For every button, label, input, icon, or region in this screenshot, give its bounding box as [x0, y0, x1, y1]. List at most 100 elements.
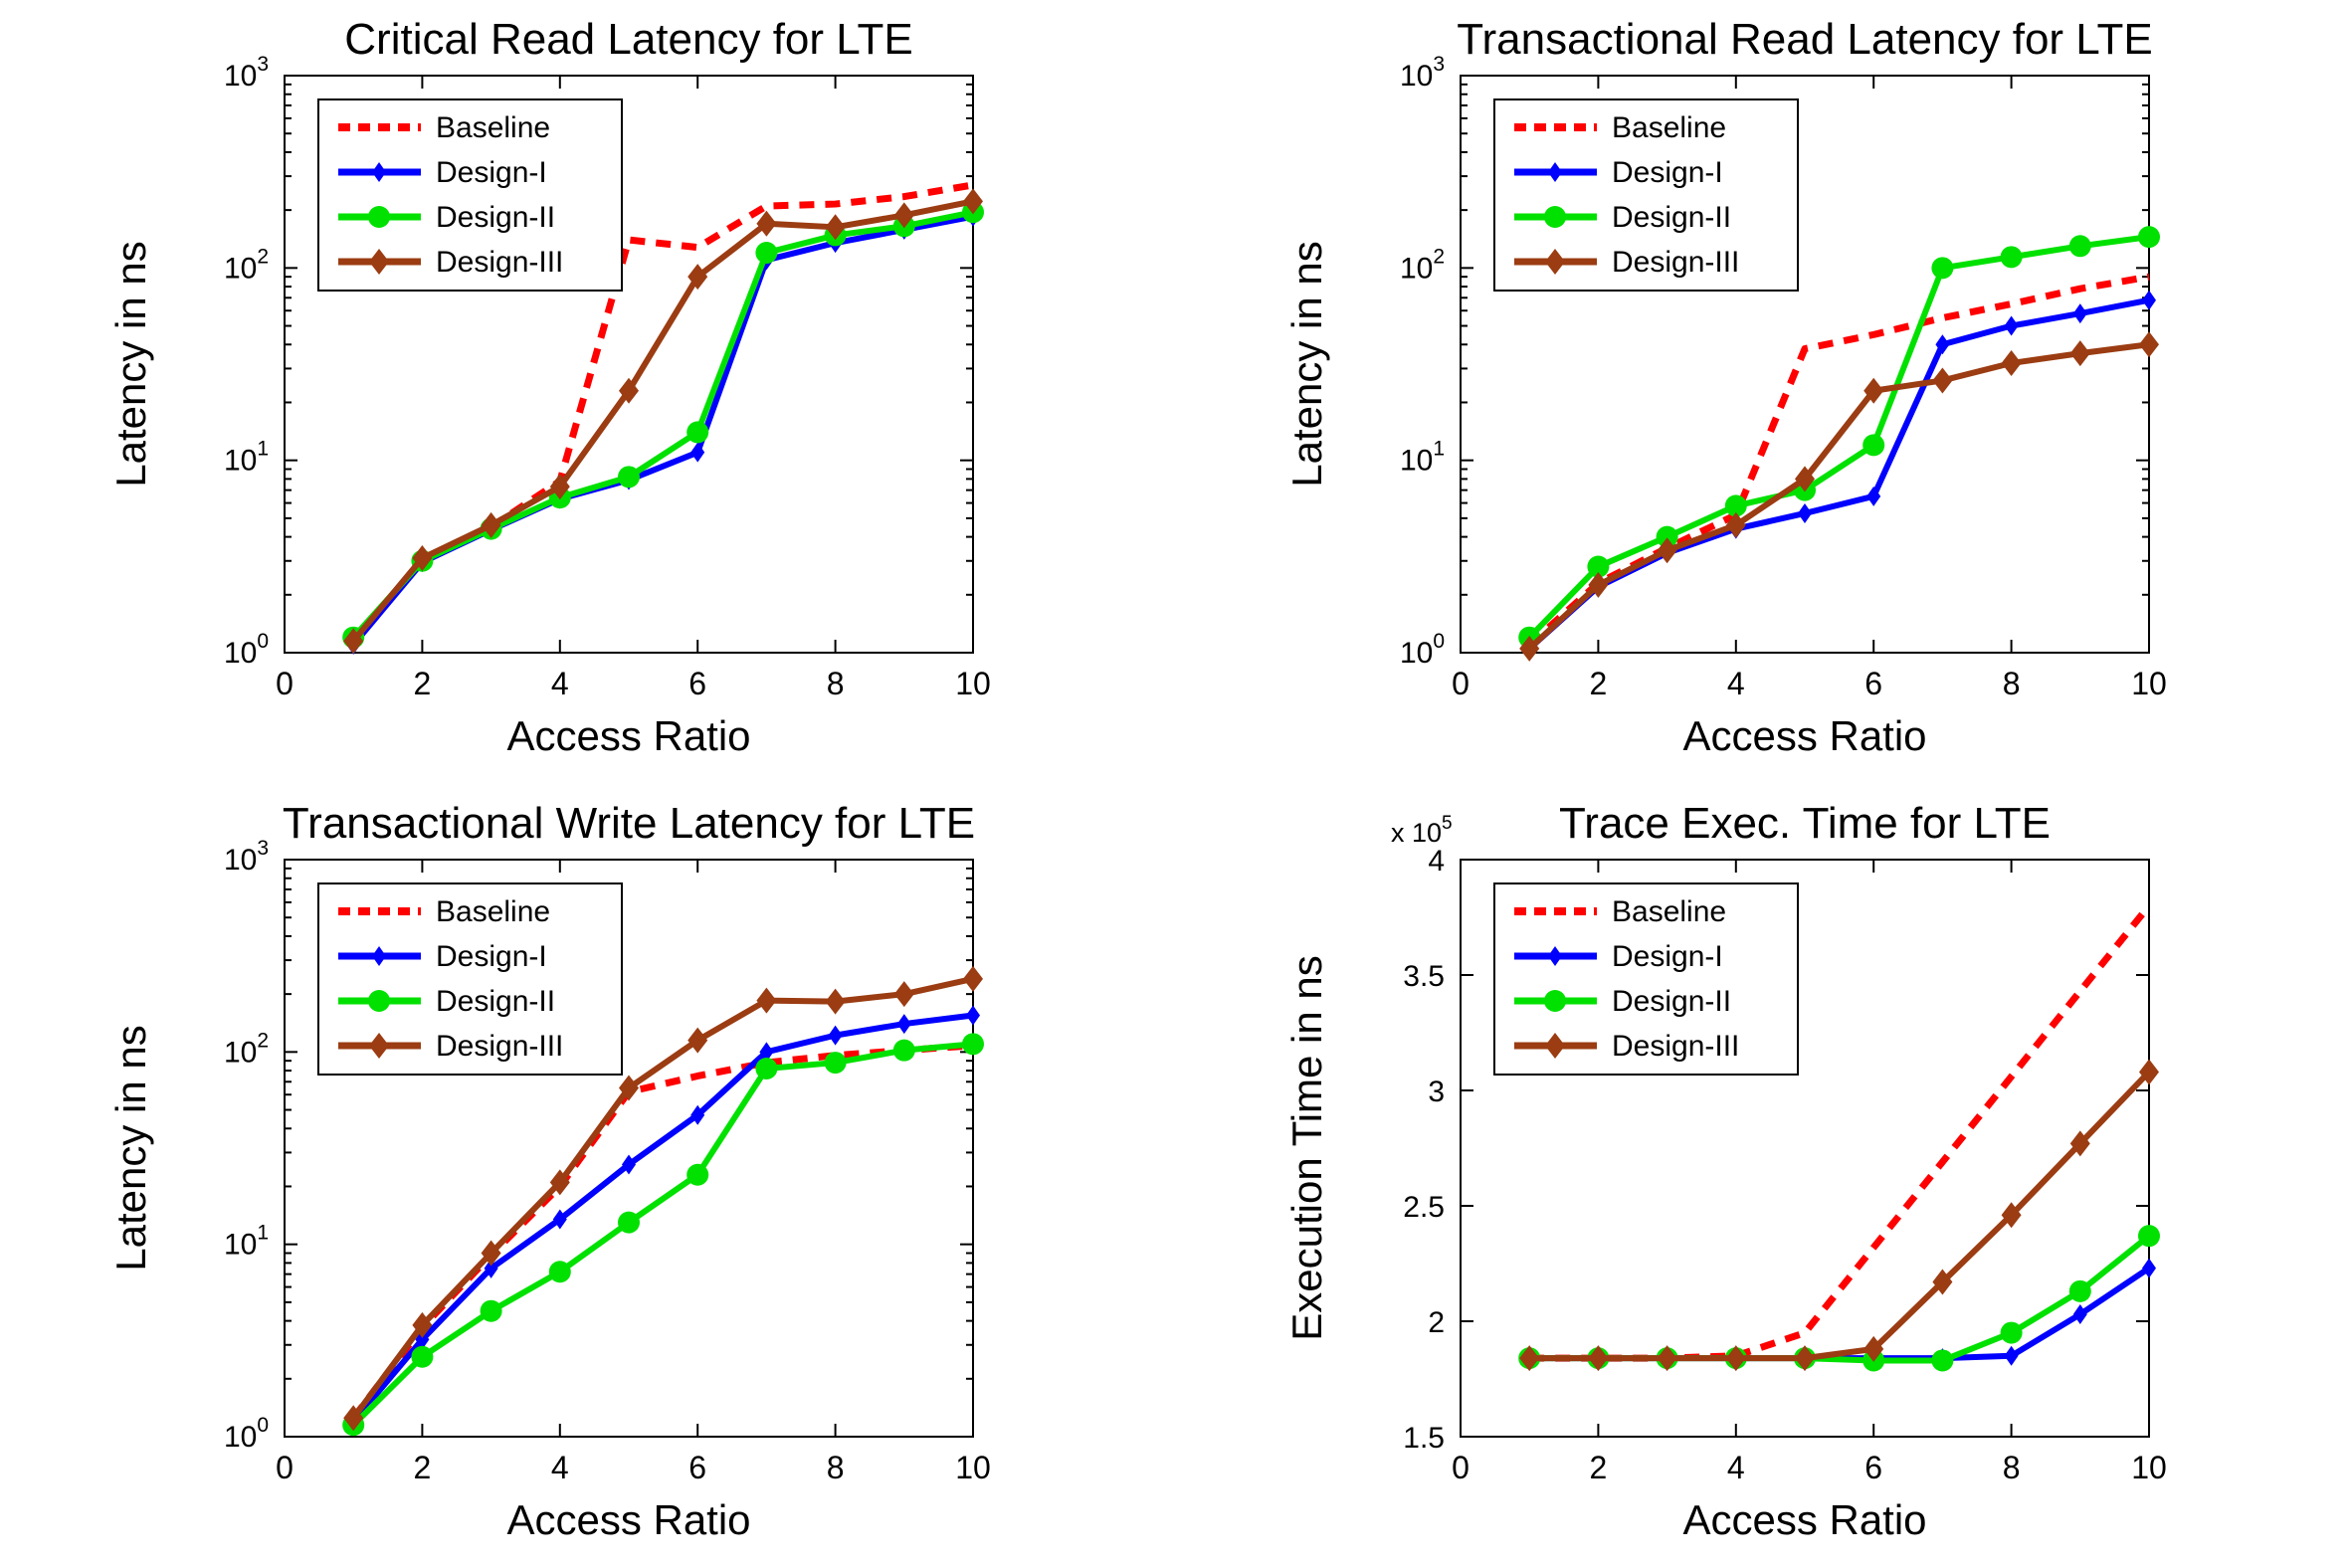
- series-design-iii-marker: [412, 1311, 433, 1338]
- x-tick-label: 8: [827, 666, 845, 701]
- series-design-i-marker: [2142, 290, 2156, 310]
- chart-transactional-write-latency-for-lte-axes: 0 2 4 6 8 10 100 101 102 103: [224, 837, 991, 1485]
- legend-label: Baseline: [1612, 111, 1726, 144]
- series-design-i-marker: [552, 1209, 567, 1230]
- x-axis-label: Access Ratio: [506, 712, 750, 759]
- series-design-ii-line: [1529, 1233, 2151, 1364]
- y-tick-label: 103: [224, 837, 269, 877]
- series-design-ii-marker: [411, 1345, 434, 1368]
- series-design-ii-marker: [1862, 434, 1885, 457]
- series-design-i-marker: [690, 442, 705, 463]
- series-design-i-marker: [2004, 315, 2019, 336]
- series-design-ii-marker: [1587, 555, 1610, 578]
- series-design-iii-marker: [893, 981, 914, 1008]
- x-tick-label: 10: [955, 666, 991, 701]
- x-tick-label: 6: [1864, 1450, 1882, 1485]
- series-design-i-marker: [759, 1042, 774, 1063]
- x-tick-label: 8: [2003, 1450, 2021, 1485]
- series-design-iii-marker: [1519, 1345, 1540, 1372]
- series-design-ii-marker: [686, 1163, 709, 1186]
- x-tick-label: 0: [276, 1450, 294, 1485]
- series-design-ii-marker: [1931, 1349, 1954, 1372]
- series-design-i-marker: [2004, 1345, 2019, 1366]
- chart-trace-exec-time-for-lte-axes: 0 2 4 6 8 101.522.533.54x 105: [1391, 813, 2167, 1485]
- legend-sample-marker: [1548, 946, 1562, 966]
- series-design-iii-marker: [1657, 537, 1677, 564]
- x-tick-label: 0: [276, 666, 294, 701]
- x-tick-label: 10: [955, 1450, 991, 1485]
- series-design-iii-marker: [619, 1075, 639, 1101]
- legend-sample-marker: [372, 946, 386, 966]
- series-design-iii-marker: [549, 474, 570, 500]
- series-design-iii-marker: [1725, 511, 1746, 538]
- y-tick-label: 3.5: [1403, 960, 1445, 993]
- series-design-ii-marker: [2068, 1279, 2091, 1302]
- legend-label: Design-II: [436, 985, 555, 1018]
- series-design-iii-marker: [1932, 367, 1953, 394]
- series-design-iii-marker: [1588, 571, 1609, 598]
- y-tick-label: 2: [1428, 1306, 1445, 1339]
- series-design-iii-marker: [1657, 1345, 1677, 1372]
- series-design-ii-marker: [1656, 525, 1678, 548]
- chart-critical-read-latency-for-lte-legend: Baseline Design-I Design-II Design-III: [317, 98, 623, 292]
- series-design-ii-marker: [480, 1299, 502, 1322]
- chart-transactional-write-latency-for-lte: 0 2 4 6 8 10 100 101 102 103 Transactional Write L…: [107, 799, 991, 1543]
- legend-label: Design-I: [1612, 940, 1723, 973]
- series-design-iii-marker: [825, 988, 846, 1015]
- series-design-ii-marker: [962, 1033, 984, 1056]
- x-tick-label: 10: [2131, 1450, 2167, 1485]
- y-tick-label: 103: [1400, 53, 1445, 93]
- legend-label: Design-II: [1612, 985, 1731, 1018]
- series-design-i-marker: [484, 1258, 498, 1278]
- y-tick-label: 3: [1428, 1076, 1445, 1108]
- series-design-iii-marker: [481, 1240, 501, 1267]
- legend-sample-marker: [368, 206, 390, 228]
- series-design-iii-marker: [756, 987, 777, 1014]
- series-design-i-marker: [896, 1014, 911, 1035]
- x-tick-label: 6: [1864, 666, 1882, 701]
- x-tick-label: 8: [827, 1450, 845, 1485]
- legend-label: Design-III: [1612, 1030, 1739, 1063]
- legend-sample-marker: [369, 249, 389, 275]
- series-design-iii-marker: [1725, 1345, 1746, 1372]
- y-tick-label: 100: [1400, 630, 1445, 670]
- chart-transactional-read-latency-for-lte: 0 2 4 6 8 10 100 101 102 103 Transactional Read La…: [1283, 15, 2167, 759]
- series-design-i-marker: [690, 1104, 705, 1125]
- chart-title: Transactional Write Latency for LTE: [283, 799, 975, 848]
- x-axis-label: Access Ratio: [1682, 712, 1926, 759]
- series-design-iii-marker: [893, 202, 914, 229]
- series-design-i-marker: [2072, 1304, 2087, 1325]
- series-design-i-line: [1529, 1266, 2151, 1362]
- series-design-i-marker: [1866, 486, 1881, 506]
- y-tick-label: 1.5: [1403, 1422, 1445, 1455]
- legend-sample-marker: [368, 990, 390, 1012]
- x-tick-label: 2: [414, 666, 432, 701]
- series-design-ii-marker: [1931, 257, 1954, 280]
- legend-label: Design-II: [436, 201, 555, 234]
- series-design-iii-marker: [1863, 377, 1884, 404]
- series-design-iii-line: [350, 975, 974, 1421]
- legend-sample-marker: [1544, 206, 1566, 228]
- y-tick-label: 4: [1428, 845, 1445, 878]
- legend-label: Design-I: [1612, 156, 1723, 189]
- series-design-iii-marker: [549, 1169, 570, 1196]
- series-design-ii-marker: [1724, 494, 1747, 517]
- legend-label: Design-I: [436, 156, 547, 189]
- series-design-iii-marker: [825, 214, 846, 241]
- series-design-iii-line: [1529, 1070, 2152, 1362]
- series-design-ii-marker: [618, 1211, 640, 1234]
- legend-sample-marker: [1545, 1033, 1565, 1059]
- series-design-iii-marker: [1795, 466, 1815, 492]
- legend-label: Design-I: [436, 940, 547, 973]
- series-design-ii-line: [351, 1041, 974, 1428]
- series-design-iii-line: [350, 198, 974, 644]
- legend-sample-marker: [369, 1033, 389, 1059]
- legend-label: Baseline: [1612, 895, 1726, 928]
- series-design-ii-marker: [2068, 235, 2091, 258]
- y-tick-label: 101: [224, 438, 269, 478]
- legend-label: Design-II: [1612, 201, 1731, 234]
- y-tick-label: 102: [224, 1029, 269, 1069]
- x-tick-label: 2: [1590, 666, 1608, 701]
- x-tick-label: 4: [1727, 1450, 1745, 1485]
- x-tick-label: 2: [414, 1450, 432, 1485]
